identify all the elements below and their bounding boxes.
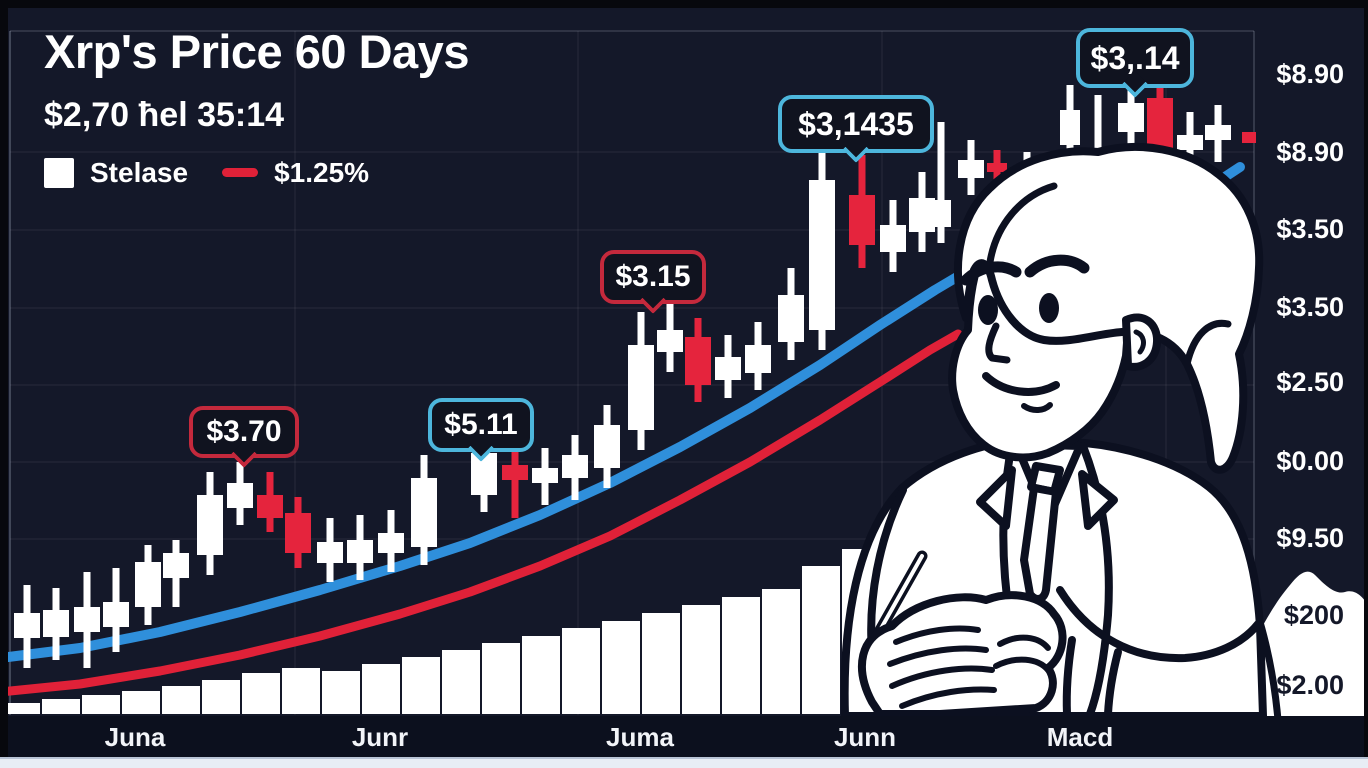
y-axis-label: $8.90 <box>1276 137 1344 167</box>
man-hands <box>857 591 1067 718</box>
legend-label-series1: Stelase <box>90 156 189 188</box>
chart-header: Xrp's Price 60 Days $2,70 ħel 35:14 Stel… <box>44 26 469 189</box>
y-axis-label: $3.50 <box>1276 214 1344 244</box>
time-axis: Juna Junr Juma Junn Macd <box>0 716 1368 757</box>
legend-red-dash <box>222 168 259 178</box>
y-axis-label: $0.00 <box>1276 446 1344 476</box>
y-axis-label: $2.50 <box>1276 367 1344 397</box>
y-axis-label: $3.50 <box>1276 292 1344 322</box>
man-hair <box>954 143 1264 474</box>
x-axis-label: Juna <box>104 722 166 752</box>
x-axis-label: Macd <box>1046 722 1114 752</box>
legend: Stelase $1.25% <box>44 157 469 189</box>
x-axis-label: Juma <box>606 722 674 752</box>
candlesticks <box>14 78 1256 668</box>
legend-label-series2: $1.25% <box>274 156 370 188</box>
legend-swatch-white <box>44 157 74 188</box>
cartoon-man-illustration <box>840 143 1267 720</box>
bottom-edge-strip <box>0 757 1368 768</box>
page-title: Xrp's Price 60 Days <box>44 25 469 78</box>
y-axis-label: $8.90 <box>1276 59 1344 89</box>
man-nose <box>985 322 1011 364</box>
y-axis-label: $200 <box>1283 600 1344 630</box>
y-axis-label: $9.50 <box>1276 523 1344 553</box>
man-eye-left <box>978 295 998 325</box>
image-border-right <box>1364 0 1368 757</box>
y-axis-label: $2.00 <box>1276 670 1344 700</box>
x-axis-label: Junn <box>833 722 897 752</box>
man-eye-right <box>1039 293 1059 323</box>
x-axis-label: Junr <box>351 722 409 752</box>
man-eyebrow-left <box>960 261 1022 286</box>
price-subtitle: $2,70 ħel 35:14 <box>44 95 285 134</box>
man-smile <box>982 372 1060 396</box>
price-axis: $8.90 $8.90 $3.50 $3.50 $2.50 $0.00 $9.50 $200 $… <box>1256 0 1356 716</box>
image-border-left <box>0 0 8 757</box>
man-eyebrow-right <box>1024 254 1090 278</box>
image-border-top <box>0 0 1368 8</box>
